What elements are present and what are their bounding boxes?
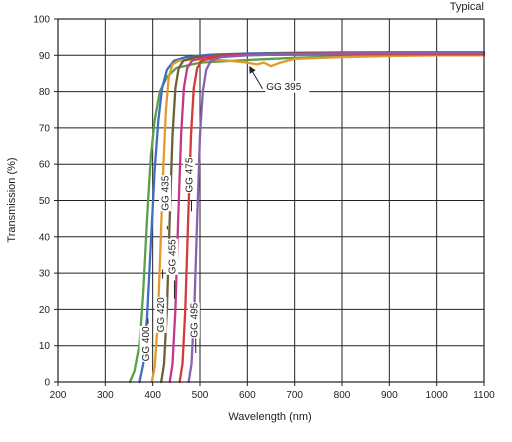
- curve-label-gg-420: GG 420: [156, 297, 167, 332]
- y-axis-ticks: 0 10 20 30 40 50 60 70 80 90 100: [33, 15, 58, 389]
- series-gg-475: [178, 53, 486, 384]
- y-tick-label-70: 70: [39, 123, 51, 134]
- x-axis-title: Wavelength (nm): [228, 411, 311, 423]
- y-tick-label-50: 50: [39, 196, 51, 207]
- label-bg-gg-395: [265, 80, 310, 93]
- series-gg-495: [187, 51, 486, 384]
- y-tick-label-100: 100: [33, 15, 50, 26]
- y-axis-title: Transmission (%): [6, 157, 18, 242]
- curve-label-gg-435: GG 435: [160, 175, 171, 210]
- y-tick-label-10: 10: [39, 341, 51, 352]
- curve-label-gg-455: GG 455: [168, 239, 179, 274]
- y-tick-label-40: 40: [39, 232, 51, 243]
- x-axis-ticks: 200 300 400 500 600 700 800 900 1000 1100: [50, 382, 495, 401]
- label-bg-gg-400: [139, 325, 152, 362]
- label-bg-gg-455: [166, 238, 179, 275]
- x-tick-label-400: 400: [144, 390, 161, 401]
- y-tick-label-0: 0: [44, 378, 50, 389]
- x-tick-label-700: 700: [286, 390, 303, 401]
- curve-labels: GG 395 GG 400 GG 420 GG 435 GG 455 GG 475 GG 4…: [139, 66, 310, 362]
- curve-label-gg-475: GG 475: [185, 157, 196, 192]
- grid: [58, 19, 484, 382]
- label-bg-gg-435: [158, 175, 171, 212]
- y-tick-label-90: 90: [39, 51, 51, 62]
- x-tick-label-200: 200: [50, 390, 67, 401]
- chart-note: Typical: [450, 1, 484, 13]
- x-tick-label-1000: 1000: [426, 390, 449, 401]
- y-tick-label-60: 60: [39, 160, 51, 171]
- y-tick-label-80: 80: [39, 87, 51, 98]
- x-tick-label-900: 900: [381, 390, 398, 401]
- x-tick-label-1100: 1100: [473, 390, 495, 401]
- curve-label-gg-395: GG 395: [266, 82, 301, 93]
- x-tick-label-800: 800: [334, 390, 351, 401]
- label-bg-gg-420: [154, 296, 167, 333]
- x-tick-label-600: 600: [239, 390, 256, 401]
- curve-label-gg-495: GG 495: [189, 302, 200, 337]
- label-leader-gg-395: [249, 66, 263, 89]
- y-tick-label-20: 20: [39, 305, 51, 316]
- series-gg-420: [150, 54, 486, 384]
- label-bg-gg-495: [187, 302, 200, 339]
- label-bg-gg-475: [183, 157, 196, 194]
- x-tick-label-500: 500: [192, 390, 209, 401]
- y-tick-label-30: 30: [39, 269, 51, 280]
- curve-label-gg-400: GG 400: [141, 326, 152, 361]
- x-tick-label-300: 300: [97, 390, 114, 401]
- series-gg-435: [160, 51, 486, 384]
- curves: [128, 51, 486, 384]
